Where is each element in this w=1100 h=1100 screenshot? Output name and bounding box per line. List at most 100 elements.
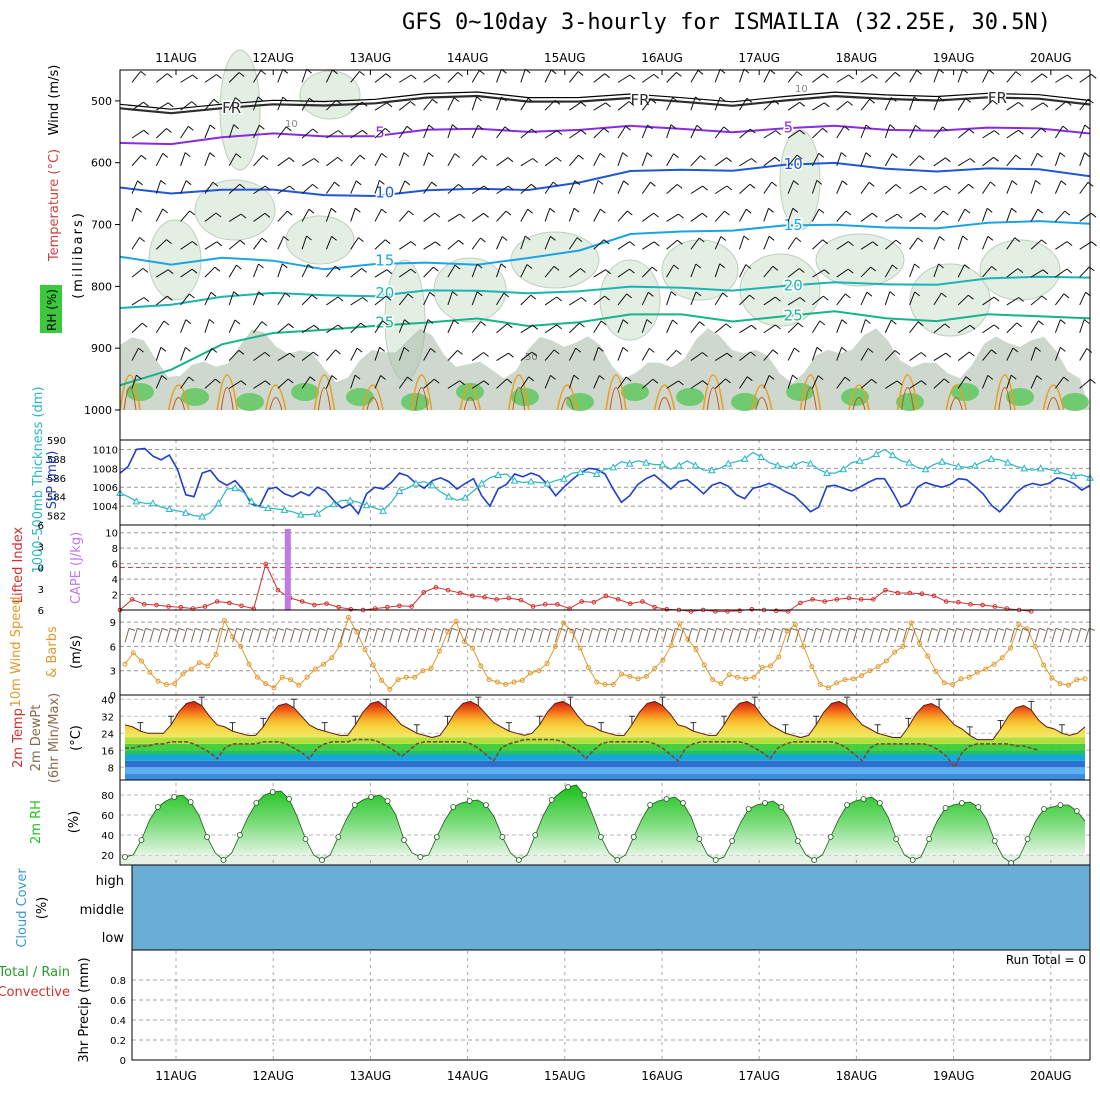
lifted-index-point: [956, 599, 961, 605]
barb: [471, 96, 478, 111]
wind-barb-flag: [418, 627, 425, 631]
barb: [933, 352, 947, 361]
barb: [253, 124, 260, 139]
barb: [617, 125, 627, 139]
barb-flag: [653, 74, 660, 79]
rh-point: [368, 794, 375, 800]
wind-barb: [1084, 628, 1090, 643]
thickness-marker: [247, 497, 256, 505]
barb-flag: [890, 319, 897, 325]
barb-flag: [823, 73, 829, 79]
wind-barb-flag: [716, 627, 723, 631]
thickness-marker: [658, 460, 667, 468]
barb: [398, 347, 405, 361]
barb: [812, 269, 825, 278]
wind-speed-point: [983, 666, 989, 672]
barb-flag: [993, 156, 999, 162]
cape-tick-6: 6: [112, 560, 118, 571]
barb-flag: [629, 241, 636, 246]
barb: [423, 181, 433, 194]
barb: [155, 239, 167, 250]
barb: [641, 124, 648, 139]
wind-barb: [472, 628, 478, 643]
thickness-marker: [527, 477, 535, 485]
barb: [714, 352, 728, 361]
barb: [957, 235, 964, 250]
barb-flag: [678, 380, 684, 386]
barb: [228, 264, 237, 278]
barb: [739, 128, 751, 139]
barb: [884, 291, 891, 306]
rh-point: [630, 834, 637, 840]
barb: [204, 212, 217, 222]
barb: [326, 349, 336, 361]
wind-barb: [819, 628, 825, 643]
wind-speed-point: [784, 628, 790, 634]
barb: [180, 74, 193, 83]
barb: [739, 264, 747, 278]
rh-low-band: [120, 328, 1090, 410]
barb-flag: [1018, 129, 1024, 135]
barb: [909, 237, 919, 250]
isotherm-20: [119, 275, 1091, 309]
barb: [228, 319, 236, 333]
barb: [933, 236, 940, 250]
thickness-marker: [214, 499, 223, 507]
wind-speed-point: [130, 650, 136, 656]
wind-barb-flag: [236, 627, 243, 631]
rh-point: [959, 800, 965, 806]
barb: [496, 69, 502, 83]
isotherm-10: [119, 161, 1091, 198]
wind-speed-point: [652, 665, 658, 671]
slp-tick-1004: 1004: [93, 502, 118, 513]
panel-frame-1: [119, 439, 1091, 526]
barb: [982, 130, 995, 139]
wind-speed-point: [271, 685, 277, 691]
thickness-marker: [905, 458, 913, 466]
barb-flag: [1063, 376, 1070, 382]
barb: [1054, 152, 1061, 166]
barb-flag: [702, 185, 709, 191]
wind-barb: [612, 628, 618, 643]
wind-speed-point: [643, 673, 649, 679]
barb: [666, 239, 678, 250]
barb: [131, 322, 143, 334]
barb: [666, 319, 673, 333]
barb: [666, 97, 674, 111]
rh-moist-cell-5: [401, 393, 429, 411]
barb-flag: [403, 152, 410, 157]
wind-barb: [165, 628, 171, 643]
barb-flag: [646, 152, 653, 158]
barb: [1079, 98, 1089, 111]
wind-barb-flag: [699, 627, 707, 631]
wind-speed-point: [362, 647, 368, 653]
wind-barb-flag: [360, 627, 367, 631]
barb-flag: [725, 378, 731, 384]
rh-point: [794, 838, 801, 844]
wind-barb-flag: [178, 627, 185, 631]
isotherm-FR: [119, 94, 1091, 115]
barb-flag: [501, 236, 508, 241]
barb: [374, 375, 382, 389]
temp-band-1: [125, 767, 1085, 774]
barb: [909, 291, 916, 306]
barb-flag: [307, 264, 314, 269]
barb: [641, 152, 648, 166]
barb: [496, 96, 502, 111]
barb: [957, 183, 969, 195]
barb: [569, 71, 579, 83]
wind-barb-flag: [476, 627, 483, 631]
barb-flag: [993, 296, 1000, 302]
barb-flag: [430, 348, 436, 353]
precip-tick-0: 0: [120, 1056, 126, 1067]
barb-flag: [433, 378, 440, 384]
thickness-marker: [971, 461, 979, 469]
barb-flag: [992, 100, 998, 105]
barb-flag: [216, 74, 222, 79]
barb: [714, 69, 721, 83]
wind-barb: [902, 628, 908, 643]
barb-flag: [453, 319, 460, 325]
barb: [787, 347, 795, 361]
label-temp-2: (6hr Min/Max): [47, 693, 62, 783]
wind-speed-point: [180, 671, 186, 677]
